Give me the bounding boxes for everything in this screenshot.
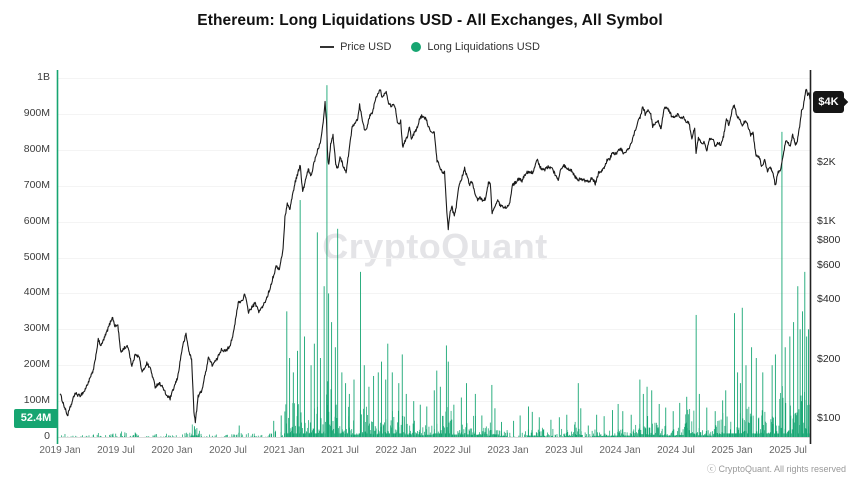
current-liquidation-badge: 52.4M: [14, 408, 58, 428]
copyright-text: ⓒ CryptoQuant. All rights reserved: [706, 464, 846, 474]
current-price-badge: $4K: [813, 91, 844, 114]
